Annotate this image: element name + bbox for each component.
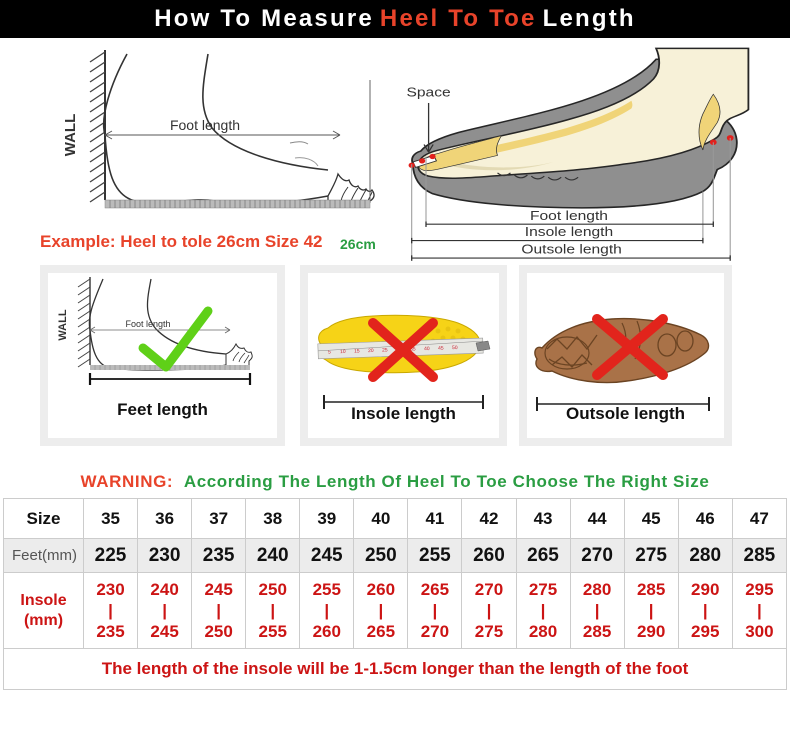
svg-text:Foot length: Foot length: [530, 209, 608, 224]
svg-text:WALL: WALL: [57, 309, 69, 340]
svg-text:40: 40: [424, 346, 430, 352]
svg-text:45: 45: [438, 345, 444, 351]
svg-text:Foot length: Foot length: [125, 319, 170, 329]
svg-text:Foot length: Foot length: [170, 117, 240, 133]
svg-text:15: 15: [354, 348, 360, 354]
svg-text:10: 10: [340, 349, 346, 355]
svg-text:Outsole length: Outsole length: [521, 243, 621, 258]
svg-text:Space: Space: [407, 86, 451, 101]
svg-text:20: 20: [368, 348, 374, 354]
svg-text:WALL: WALL: [62, 114, 79, 157]
svg-text:Insole length: Insole length: [525, 225, 613, 240]
svg-text:25: 25: [382, 347, 388, 353]
svg-text:50: 50: [452, 345, 458, 351]
